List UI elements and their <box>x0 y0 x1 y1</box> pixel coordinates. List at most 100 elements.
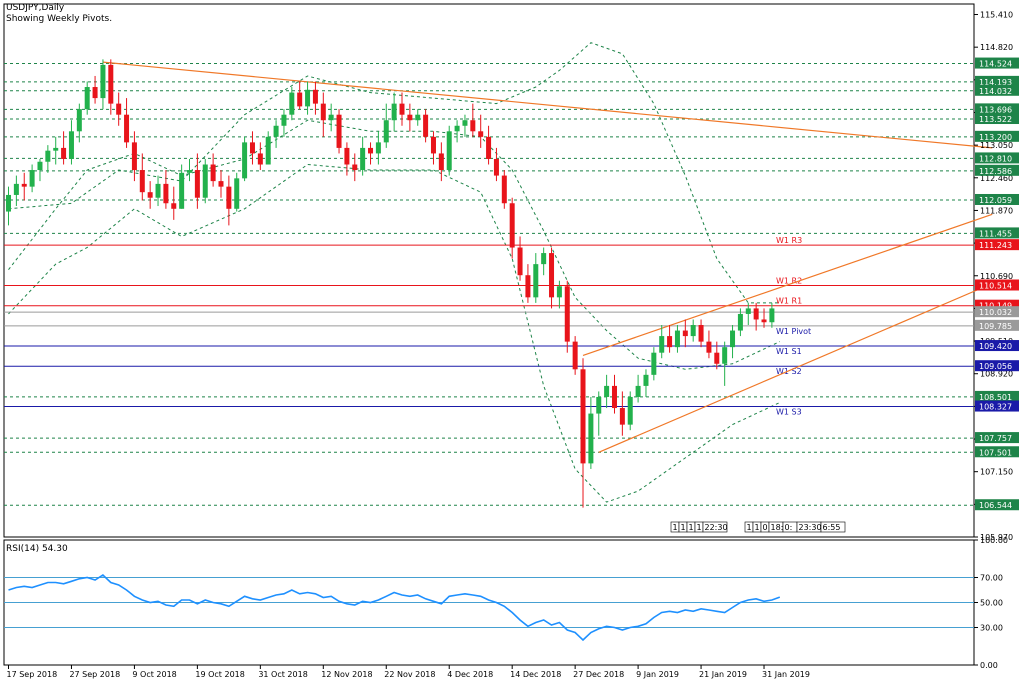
time-tick-label-0: 17 Sep 2018 <box>7 670 58 679</box>
level-tag-bg-18 <box>975 400 1019 412</box>
level-tag-bg-14 <box>975 319 1019 331</box>
candle-body-17 <box>139 170 145 193</box>
candle-body-65 <box>517 247 523 276</box>
candle-body-37 <box>297 92 303 107</box>
level-tag-bg-0 <box>975 57 1019 69</box>
candle-body-24 <box>194 170 200 198</box>
level-tag-7: 112.586 <box>979 167 1012 176</box>
time-tick-label-12: 31 Jan 2019 <box>762 670 810 679</box>
candle-body-56 <box>446 131 452 171</box>
candle-body-13 <box>108 64 114 104</box>
candle-body-95 <box>753 308 759 320</box>
candle-body-94 <box>745 308 751 314</box>
candle-body-91 <box>722 347 728 364</box>
candle-body-69 <box>549 253 555 298</box>
time-marker-b6: 6:55 <box>823 523 841 532</box>
time-tick-label-10: 9 Jan 2019 <box>636 670 679 679</box>
level-tag-3: 113.696 <box>979 105 1012 114</box>
candle-body-26 <box>210 164 216 182</box>
candle-body-11 <box>92 87 98 99</box>
level-tag-17: 108.501 <box>979 393 1012 402</box>
level-tag-19: 107.757 <box>979 434 1012 443</box>
rsi-line <box>8 573 781 642</box>
chart-subtitle: Showing Weekly Pivots. <box>6 14 113 24</box>
candle-body-54 <box>430 136 436 154</box>
level-tag-bg-3 <box>975 103 1019 115</box>
time-tick-label-8: 14 Dec 2018 <box>510 670 561 679</box>
candle-body-9 <box>76 109 82 132</box>
level-tag-bg-1 <box>975 75 1019 87</box>
time-marker-b5: 23:30 <box>799 523 822 532</box>
candle-body-8 <box>68 131 74 159</box>
level-tag-bg-4 <box>975 113 1019 125</box>
candle-body-61 <box>486 136 492 159</box>
pivot-label-15: W1 S1 <box>776 347 802 356</box>
time-marker-b3: 18: <box>771 523 784 532</box>
trendline-1 <box>582 213 993 357</box>
price-tick-label-6: 111.870 <box>980 206 1013 215</box>
candle-body-18 <box>147 192 153 198</box>
price-tick-label-4: 113.050 <box>980 141 1013 150</box>
rsi-tick-label-3: 30.00 <box>980 624 1003 633</box>
price-tick-label-11: 108.920 <box>980 370 1013 379</box>
level-tag-21: 106.544 <box>979 501 1012 510</box>
candle-body-89 <box>706 341 712 353</box>
level-tag-9: 111.455 <box>979 229 1012 238</box>
time-tick-label-1: 27 Sep 2018 <box>69 670 120 679</box>
rsi-panel: RSI(14) 54.30 100.00 70.00 50.00 30.00 0.00 <box>3 536 1008 670</box>
candle-body-78 <box>619 408 625 425</box>
level-tag-bg-21 <box>975 499 1019 511</box>
time-tick-label-9: 27 Dec 2018 <box>573 670 624 679</box>
candle-body-68 <box>541 253 547 265</box>
candle-body-92 <box>730 330 736 348</box>
candle-body-50 <box>399 103 405 115</box>
candle-body-59 <box>470 120 476 132</box>
time-marker-box-b6 <box>820 521 846 533</box>
candle-body-58 <box>462 120 468 126</box>
level-tag-bg-7 <box>975 164 1019 176</box>
pivot-label-14: W1 Pivot <box>776 327 811 336</box>
candle-body-64 <box>509 203 515 248</box>
candle-body-44 <box>352 164 358 171</box>
candle-body-6 <box>53 147 59 151</box>
rsi-tick-label-1: 70.00 <box>980 574 1003 583</box>
time-marker-a4: 22:30 <box>705 523 728 532</box>
candle-body-87 <box>690 325 696 337</box>
candle-body-96 <box>761 319 767 323</box>
candle-body-15 <box>124 114 130 143</box>
level-tag-bg-5 <box>975 130 1019 142</box>
candle-body-46 <box>368 147 374 154</box>
level-tag-16: 109.056 <box>979 362 1012 371</box>
level-tag-0: 114.524 <box>979 60 1012 69</box>
rsi-tick-label-0: 100.00 <box>980 536 1008 545</box>
candle-body-79 <box>627 396 633 425</box>
candle-body-23 <box>187 170 193 173</box>
time-marker-b0: 1 <box>747 523 752 532</box>
rsi-title: RSI(14) 54.30 <box>6 544 68 554</box>
time-marker-box-a4 <box>702 521 728 533</box>
candle-body-72 <box>572 341 578 370</box>
chart-title: USDJPY,Daily <box>6 3 65 13</box>
pivot-label-16: W1 S2 <box>776 367 802 376</box>
level-tag-8: 112.059 <box>979 196 1012 205</box>
candle-body-19 <box>155 183 161 198</box>
candle-body-73 <box>580 369 586 464</box>
candle-body-7 <box>61 147 67 159</box>
candle-body-0 <box>6 194 11 212</box>
candle-body-35 <box>281 114 287 126</box>
candle-body-63 <box>501 175 507 204</box>
candle-body-10 <box>84 87 90 110</box>
candle-body-74 <box>588 413 594 464</box>
price-tick-label-14: 107.150 <box>980 468 1013 477</box>
time-tick-label-3: 19 Oct 2018 <box>195 670 244 679</box>
candle-body-77 <box>611 385 617 409</box>
candle-body-21 <box>171 203 177 209</box>
candle-body-2 <box>21 183 27 187</box>
candle-body-67 <box>533 264 539 298</box>
candle-body-39 <box>312 89 318 104</box>
level-tag-2: 114.032 <box>979 87 1012 96</box>
price-tick-label-0: 115.410 <box>980 11 1013 20</box>
candle-body-80 <box>635 385 641 397</box>
level-tag-bg-15 <box>975 340 1019 352</box>
rsi-tick-label-2: 50.00 <box>980 599 1003 608</box>
